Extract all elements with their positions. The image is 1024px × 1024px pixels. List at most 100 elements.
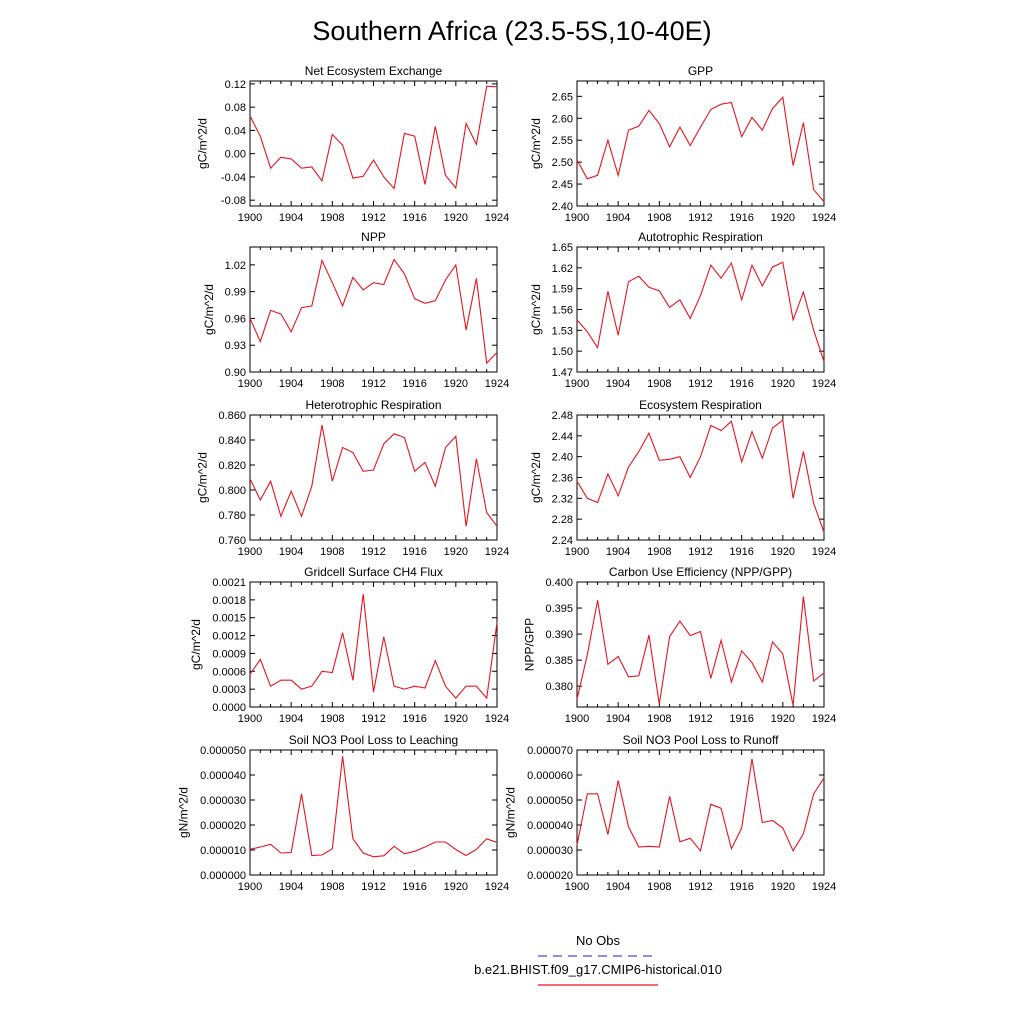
x-tick-label: 1916: [729, 212, 753, 224]
x-tick-label: 1916: [729, 713, 753, 725]
x-tick-label: 1908: [320, 546, 344, 558]
y-tick-label: 1.50: [552, 346, 573, 358]
x-tick-label: 1904: [606, 713, 630, 725]
x-tick-label: 1912: [361, 881, 385, 893]
series-line: [249, 593, 498, 700]
y-tick-label: 0.96: [225, 313, 246, 325]
panel-ecosystem-respiration: Ecosystem Respiration 1900 1904 1908 1912 191…: [529, 398, 836, 558]
series-line: [576, 419, 825, 533]
y-tick-label: 0.000040: [527, 820, 573, 832]
x-tick-label: 1900: [565, 212, 589, 224]
x-tick-label: 1916: [729, 546, 753, 558]
y-tick-label: 1.65: [552, 242, 573, 254]
x-tick-label: 1924: [812, 546, 836, 558]
x-tick-label: 1904: [279, 881, 303, 893]
x-tick-label: 1924: [812, 881, 836, 893]
y-tick-label: 0.395: [545, 603, 573, 615]
plot-frame: [576, 581, 825, 708]
y-tick-label: 2.65: [552, 91, 573, 103]
x-tick-label: 1916: [402, 713, 426, 725]
x-tick-label: 1912: [688, 378, 712, 390]
plot-frame: [576, 749, 825, 876]
x-tick-label: 1920: [444, 212, 468, 224]
y-tick-label: 0.380: [545, 681, 573, 693]
legend-label-model: b.e21.BHIST.f09_g17.CMIP6-historical.010: [474, 962, 722, 977]
x-tick-label: 1900: [238, 212, 262, 224]
plot-frame: [576, 246, 825, 373]
y-tick-label: 0.99: [225, 287, 246, 299]
y-tick-label: 0.760: [218, 535, 246, 547]
legend-label-no-obs: No Obs: [576, 933, 621, 948]
panel-soil-no3-pool-loss-to-leaching: Soil NO3 Pool Loss to Leaching 1900 1904 19…: [177, 733, 510, 893]
y-tick-label: 0.000050: [200, 745, 246, 757]
y-tick-label: 0.860: [218, 410, 246, 422]
legend: No Obs b.e21.BHIST.f09_g17.CMIP6-histori…: [474, 933, 722, 986]
series-line: [576, 596, 825, 706]
series-line: [249, 756, 498, 858]
x-tick-label: 1912: [361, 378, 385, 390]
y-tick-label: 0.0021: [212, 577, 246, 589]
x-tick-label: 1920: [771, 378, 795, 390]
y-tick-label: 1.02: [225, 260, 246, 272]
y-tick-label: -0.04: [221, 172, 246, 184]
x-tick-label: 1924: [485, 212, 509, 224]
y-tick-label: 0.000050: [527, 795, 573, 807]
x-tick-label: 1904: [279, 713, 303, 725]
x-tick-label: 1900: [238, 713, 262, 725]
panel-title: Soil NO3 Pool Loss to Runoff: [623, 733, 780, 747]
y-tick-label: 0.000010: [200, 845, 246, 857]
plot-frame: [576, 414, 825, 541]
y-tick-label: 2.50: [552, 157, 573, 169]
y-tick-label: 1.62: [552, 263, 573, 275]
panel-carbon-use-efficiency-npp-gpp: Carbon Use Efficiency (NPP/GPP) 1900 1904 1…: [523, 565, 837, 725]
y-tick-label: 2.24: [552, 535, 573, 547]
plot-frame: [576, 80, 825, 207]
x-tick-label: 1912: [688, 546, 712, 558]
series-line: [576, 261, 825, 362]
y-tick-label: 2.36: [552, 473, 573, 485]
y-axis-label: gC/m^2/d: [189, 619, 203, 670]
series-line: [249, 85, 498, 190]
y-tick-label: 2.48: [552, 410, 573, 422]
x-tick-label: 1908: [647, 546, 671, 558]
y-tick-label: 0.000020: [527, 870, 573, 882]
x-tick-label: 1900: [565, 881, 589, 893]
y-tick-label: 0.0006: [212, 666, 246, 678]
y-tick-label: 0.93: [225, 340, 246, 352]
x-tick-label: 1904: [606, 546, 630, 558]
x-tick-label: 1904: [279, 212, 303, 224]
y-tick-label: 2.60: [552, 113, 573, 125]
panel-title: Net Ecosystem Exchange: [305, 64, 443, 78]
y-tick-label: 1.56: [552, 305, 573, 317]
y-tick-label: 0.800: [218, 485, 246, 497]
y-tick-label: -0.08: [221, 195, 246, 207]
y-tick-label: 0.000070: [527, 745, 573, 757]
x-tick-label: 1916: [729, 881, 753, 893]
panel-gpp: GPP 1900 1904 1908 1912 1916 1920 1924 2.40 2.45 2…: [529, 64, 836, 224]
y-tick-label: 1.53: [552, 325, 573, 337]
x-tick-label: 1916: [729, 378, 753, 390]
x-tick-label: 1924: [485, 378, 509, 390]
y-tick-label: 0.90: [225, 367, 246, 379]
panel-heterotrophic-respiration: Heterotrophic Respiration 1900 1904 1908 191…: [196, 398, 510, 558]
x-tick-label: 1916: [402, 378, 426, 390]
y-tick-label: 0.04: [225, 125, 246, 137]
x-tick-label: 1900: [238, 378, 262, 390]
y-tick-label: 0.0012: [212, 631, 246, 643]
x-tick-label: 1924: [485, 881, 509, 893]
y-tick-label: 0.840: [218, 435, 246, 447]
y-tick-label: 0.385: [545, 655, 573, 667]
y-tick-label: 0.390: [545, 629, 573, 641]
x-tick-label: 1920: [771, 881, 795, 893]
x-tick-label: 1900: [565, 378, 589, 390]
x-tick-label: 1904: [606, 881, 630, 893]
x-tick-label: 1908: [320, 713, 344, 725]
x-tick-label: 1924: [812, 713, 836, 725]
x-tick-label: 1904: [279, 546, 303, 558]
x-tick-label: 1908: [320, 378, 344, 390]
y-axis-label: gC/m^2/d: [196, 118, 210, 169]
x-tick-label: 1912: [688, 881, 712, 893]
x-tick-label: 1916: [402, 881, 426, 893]
x-tick-label: 1912: [361, 212, 385, 224]
series-line: [576, 758, 825, 853]
